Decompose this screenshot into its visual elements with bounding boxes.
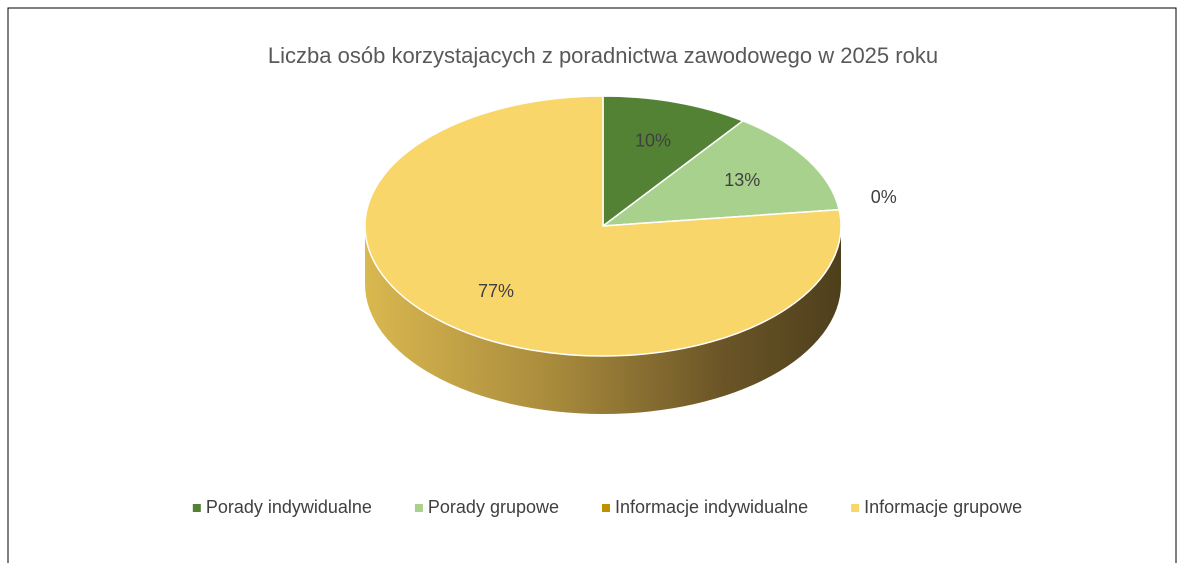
legend-swatch (192, 504, 201, 512)
pie: 10% 13% 0% 77% (364, 95, 897, 414)
legend-label: Porady grupowe (428, 497, 559, 517)
legend: Porady indywidualne Porady grupowe Informa… (192, 497, 1022, 517)
data-label: 77% (478, 281, 514, 301)
legend-swatch (851, 504, 860, 512)
legend-label: Informacje indywidualne (615, 497, 808, 517)
data-label: 10% (635, 131, 671, 151)
data-label: 13% (724, 170, 760, 190)
pie-slice (602, 95, 745, 228)
chart-title: Liczba osób korzystajacych z poradnictwa… (268, 43, 938, 68)
pie-side (365, 226, 841, 414)
pie-slice (364, 95, 842, 357)
legend-swatch (414, 504, 423, 512)
legend-label: Porady indywidualne (206, 497, 372, 517)
data-label: 0% (871, 187, 897, 207)
legend-swatch (602, 504, 610, 512)
pie-slice (600, 119, 841, 227)
legend-label: Informacje grupowe (864, 497, 1022, 517)
chart-border (7, 7, 1177, 563)
